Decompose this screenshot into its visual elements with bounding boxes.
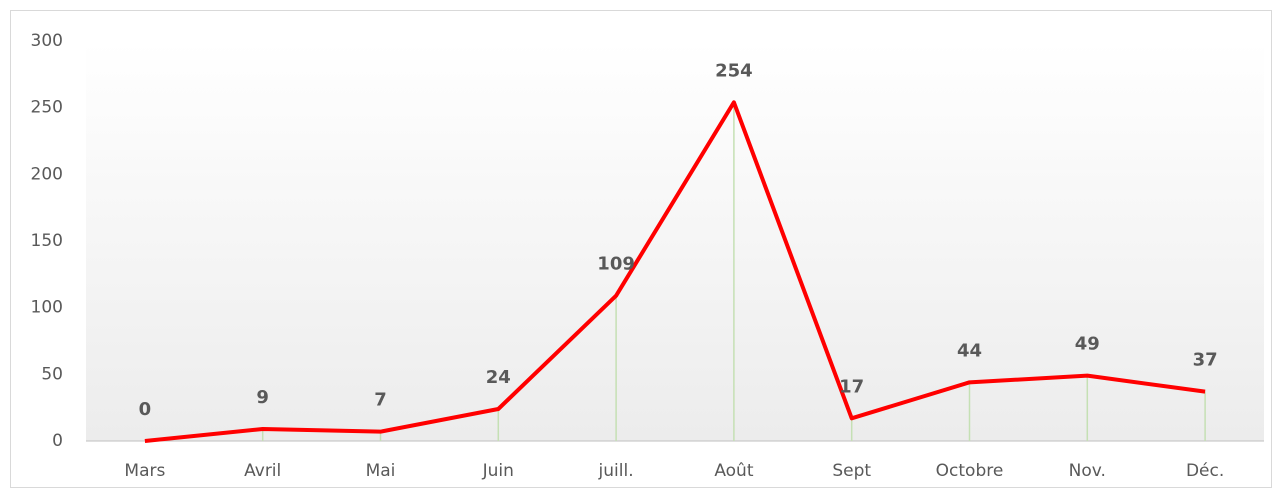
data-label: 9 [256, 387, 269, 408]
data-label: 109 [597, 254, 635, 275]
data-label: 254 [715, 60, 753, 81]
y-tick-label: 300 [31, 31, 63, 51]
y-tick-label: 0 [52, 431, 63, 451]
x-tick-label: Nov. [1069, 461, 1106, 481]
data-label: 0 [139, 399, 152, 420]
data-label: 44 [957, 340, 982, 361]
x-tick-label: Octobre [936, 461, 1004, 481]
y-tick-label: 200 [31, 164, 63, 184]
x-tick-label: juill. [598, 461, 634, 481]
x-tick-label: Mars [124, 461, 165, 481]
data-label: 17 [839, 376, 864, 397]
x-tick-label: Juin [482, 461, 514, 481]
x-tick-label: Déc. [1186, 461, 1224, 481]
line-series [144, 100, 1206, 443]
x-tick-label: Mai [366, 461, 396, 481]
y-tick-label: 150 [31, 231, 63, 251]
x-tick-label: Avril [244, 461, 281, 481]
data-label: 24 [486, 367, 511, 388]
data-label: 7 [374, 390, 387, 411]
y-tick-label: 250 [31, 98, 63, 118]
data-label: 37 [1193, 350, 1218, 371]
x-tick-label: Sept [832, 461, 871, 481]
data-label: 49 [1075, 334, 1100, 355]
y-tick-label: 50 [41, 364, 63, 384]
x-tick-label: Août [714, 461, 754, 481]
y-tick-label: 100 [31, 298, 63, 318]
plot-background [86, 41, 1264, 441]
